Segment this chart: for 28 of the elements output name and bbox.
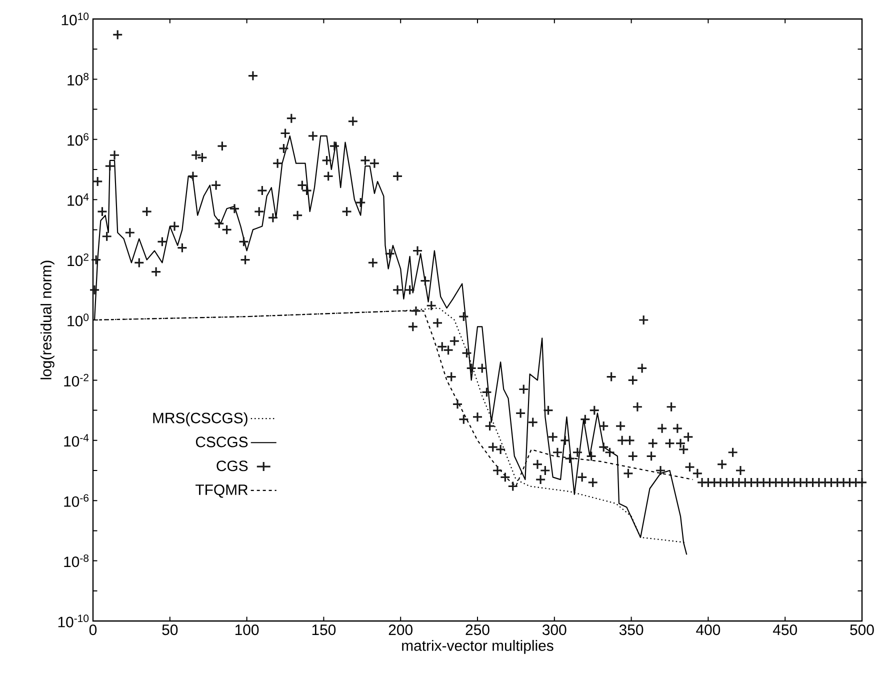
- x-tick-label: 150: [312, 624, 336, 636]
- y-tick-label: 10$^{0}$: [68, 314, 89, 326]
- x-tick-label: 50: [162, 624, 178, 636]
- legend-label: CGS: [216, 460, 248, 472]
- x-tick-label: 350: [619, 624, 644, 636]
- y-tick-label: 10$^{-8}$: [64, 554, 89, 568]
- legend-label: CSCGS: [196, 436, 248, 448]
- y-tick-label: 10$^{-6}$: [64, 494, 89, 507]
- y-tick-label: 10$^{10}$: [62, 12, 89, 26]
- x-tick-label: 200: [388, 624, 412, 636]
- legend-label: TFQMR: [196, 484, 248, 498]
- x-tick-label: 450: [772, 624, 797, 636]
- x-tick-label: 500: [850, 624, 874, 636]
- x-axis-title: matrix-vector multiplies: [402, 640, 554, 654]
- y-tick-label: 10$^{4}$: [68, 193, 89, 206]
- y-tick-label: 10$^{-4}$: [64, 434, 89, 447]
- y-tick-label: 10$^{-2}$: [64, 374, 88, 387]
- y-tick-label: 10$^{-10}$: [58, 614, 89, 628]
- x-tick-label: 0: [89, 624, 97, 636]
- y-tick-label: 10$^{2}$: [68, 253, 88, 266]
- x-tick-label: 250: [466, 624, 490, 636]
- y-tick-label: 10$^{8}$: [68, 72, 89, 86]
- x-tick-label: 300: [542, 624, 566, 636]
- y-tick-label: 10$^{6}$: [68, 133, 89, 146]
- y-axis-title: log(residual norm): [40, 260, 54, 380]
- x-tick-label: 400: [696, 624, 720, 636]
- legend-label: MRS(CSCGS): [153, 412, 248, 426]
- x-tick-label: 100: [235, 624, 259, 636]
